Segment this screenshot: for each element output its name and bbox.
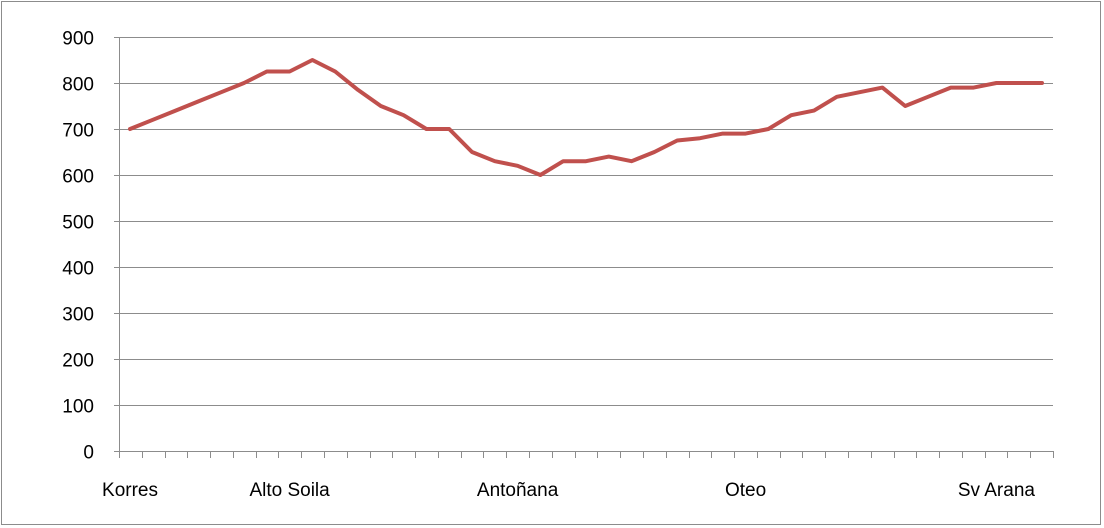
- y-tick-label-800: 800: [62, 75, 94, 96]
- y-tick-label-300: 300: [62, 305, 94, 326]
- y-tick-label-500: 500: [62, 213, 94, 234]
- y-tick-label-400: 400: [62, 259, 94, 280]
- y-tick-label-900: 900: [62, 29, 94, 50]
- series-layer: [128, 58, 1044, 177]
- x-tick-label: Antoñana: [477, 480, 559, 501]
- gridlines: [119, 37, 1053, 406]
- y-axis-tick-labels: 0 100 200 300 400 500 600 700 800 900: [62, 29, 119, 464]
- x-tick-label: Alto Soila: [249, 480, 330, 501]
- y-tick-label-100: 100: [62, 397, 94, 418]
- y-tick-label-700: 700: [62, 121, 94, 142]
- y-tick-label-200: 200: [62, 351, 94, 372]
- axes: [119, 37, 1053, 452]
- x-tick-label: Oteo: [725, 480, 766, 501]
- x-axis-tick-marks: [119, 451, 1054, 458]
- y-tick-label-0: 0: [83, 443, 94, 464]
- x-axis-tick-labels: Korres Alto Soila Antoñana Oteo Sv Arana: [102, 480, 1035, 501]
- series-line: [128, 58, 1044, 177]
- x-tick-label: Korres: [102, 480, 158, 501]
- x-tick-label: Sv Arana: [958, 480, 1036, 501]
- y-tick-label-600: 600: [62, 167, 94, 188]
